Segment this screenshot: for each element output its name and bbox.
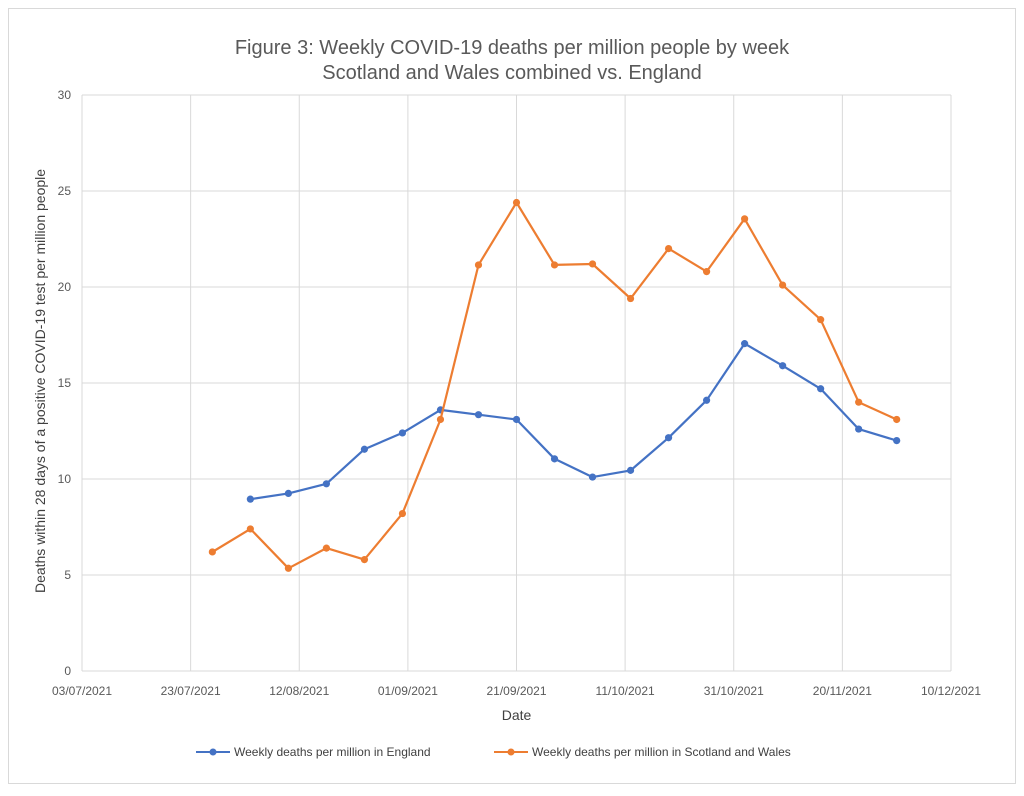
data-point-england: [626, 466, 635, 474]
data-point-scotland-wales: [436, 415, 445, 424]
legend-item-scotland-wales: Weekly deaths per million in Scotland an…: [494, 745, 791, 759]
legend-marker-scotland-wales: [494, 748, 528, 756]
legend: Weekly deaths per million in England Wee…: [0, 745, 1024, 767]
data-point-scotland-wales: [360, 556, 369, 564]
x-tick-label: 12/08/2021: [269, 684, 329, 698]
x-tick-label: 23/07/2021: [161, 684, 221, 698]
data-point-scotland-wales: [246, 525, 254, 533]
data-point-england: [512, 415, 521, 424]
data-point-england: [817, 385, 825, 393]
data-point-england: [398, 429, 407, 437]
x-tick-label: 20/11/2021: [813, 684, 872, 698]
series-line-england: [250, 342, 898, 501]
data-point-scotland-wales: [664, 245, 673, 253]
chart-frame: [8, 8, 1016, 784]
data-point-scotland-wales: [588, 260, 597, 268]
legend-label-scotland-wales: Weekly deaths per million in Scotland an…: [532, 745, 791, 759]
data-point-england: [246, 495, 254, 503]
data-point-scotland-wales: [398, 509, 407, 518]
data-point-scotland-wales: [702, 268, 711, 276]
y-axis-title: Deaths within 28 days of a positive COVI…: [32, 169, 48, 593]
data-point-scotland-wales: [741, 215, 749, 223]
data-point-england: [664, 434, 673, 442]
x-tick-label: 03/07/2021: [52, 684, 112, 698]
data-point-england: [360, 445, 369, 453]
data-point-england: [779, 362, 787, 370]
data-point-england: [855, 425, 863, 433]
data-point-scotland-wales: [208, 548, 216, 556]
y-tick-label: 25: [58, 184, 72, 198]
data-point-england: [550, 455, 559, 463]
x-tick-label: 21/09/2021: [486, 684, 546, 698]
data-point-england: [893, 437, 901, 445]
data-point-scotland-wales: [284, 564, 292, 572]
legend-marker-england: [196, 748, 230, 756]
data-point-england: [322, 480, 331, 488]
data-point-scotland-wales: [626, 294, 635, 303]
data-point-scotland-wales: [855, 398, 863, 406]
y-tick-label: 5: [64, 568, 71, 582]
x-tick-label: 31/10/2021: [704, 684, 764, 698]
data-point-england: [474, 411, 483, 419]
series-line-scotland-wales: [211, 201, 898, 570]
data-point-scotland-wales: [474, 261, 483, 269]
data-point-england: [588, 473, 597, 481]
x-tick-label: 01/09/2021: [378, 684, 438, 698]
legend-item-england: Weekly deaths per million in England: [196, 745, 431, 759]
data-point-england: [284, 489, 292, 497]
x-tick-label: 10/12/2021: [921, 684, 981, 698]
chart-title: Figure 3: Weekly COVID-19 deaths per mil…: [234, 37, 790, 59]
y-tick-label: 20: [58, 280, 72, 294]
data-point-scotland-wales: [550, 261, 559, 269]
legend-label-england: Weekly deaths per million in England: [234, 745, 431, 759]
y-tick-label: 30: [58, 88, 72, 102]
data-point-scotland-wales: [322, 544, 331, 552]
y-tick-label: 10: [58, 472, 72, 486]
data-point-scotland-wales: [779, 281, 787, 289]
y-tick-label: 15: [58, 376, 72, 390]
data-point-scotland-wales: [817, 316, 825, 324]
data-point-scotland-wales: [893, 415, 901, 424]
data-point-england: [702, 396, 711, 404]
data-point-scotland-wales: [512, 198, 521, 207]
y-tick-label: 0: [64, 664, 71, 678]
x-tick-label: 11/10/2021: [596, 684, 655, 698]
x-axis-title: Date: [502, 707, 532, 723]
chart-subtitle: Scotland and Wales combined vs. England: [322, 62, 702, 84]
data-point-england: [741, 340, 749, 348]
